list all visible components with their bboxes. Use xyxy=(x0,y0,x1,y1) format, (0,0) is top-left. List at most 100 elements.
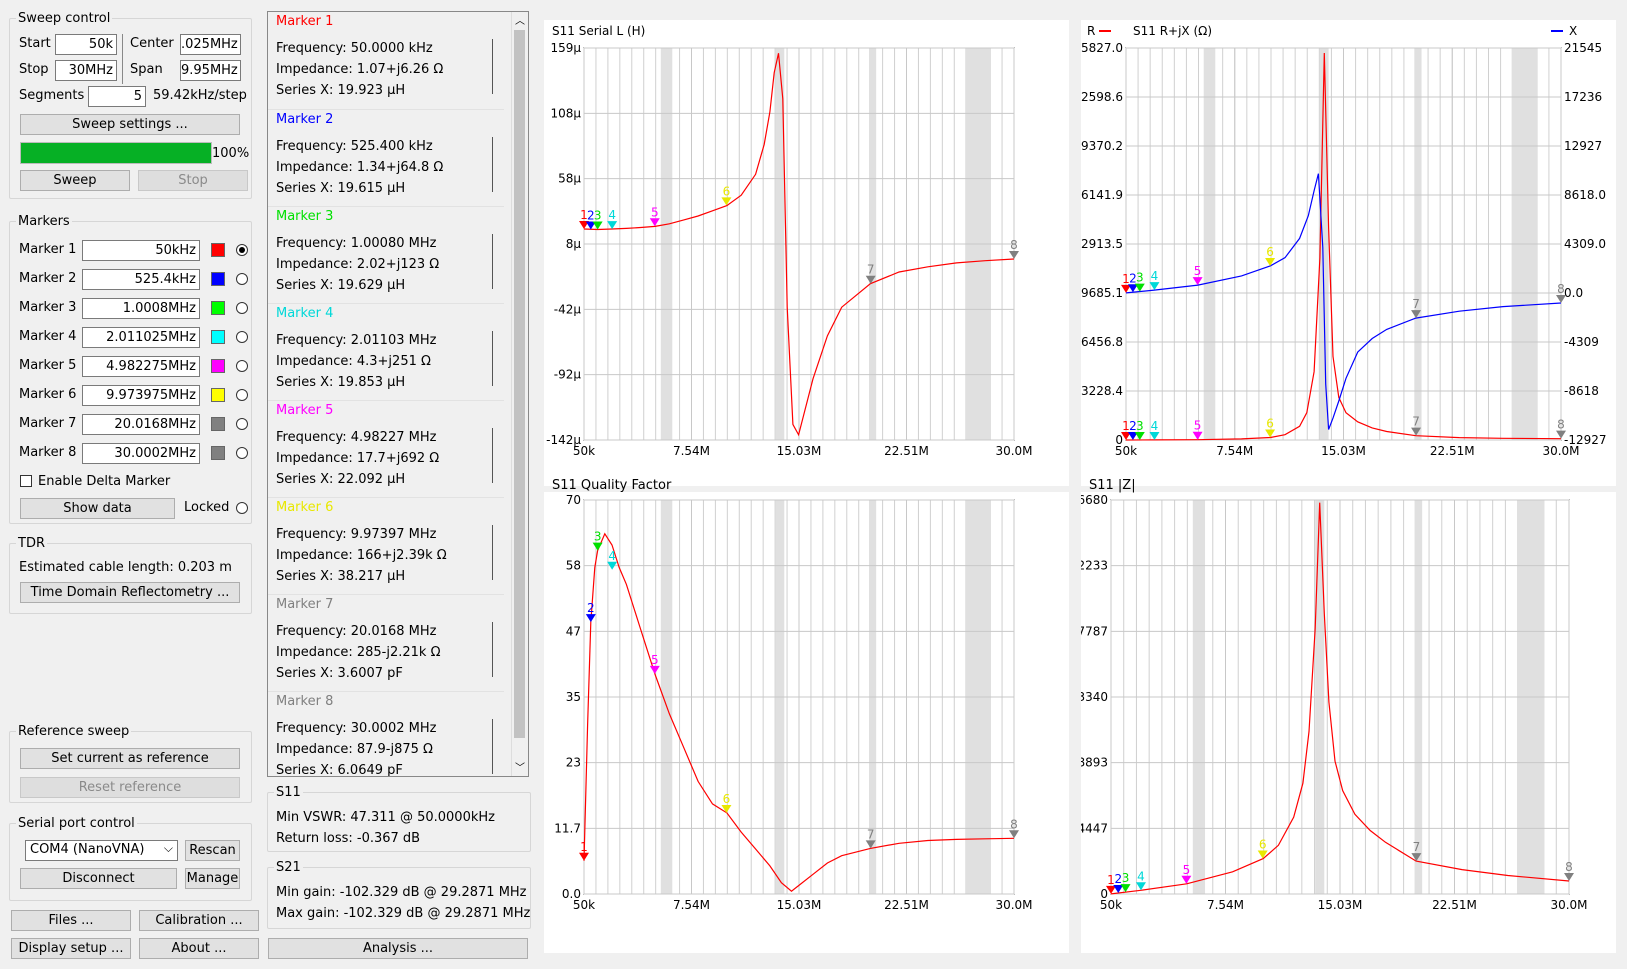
marker-detail-title: Marker 8 xyxy=(276,694,334,709)
port-select[interactable]: COM4 (NanoVNA) ⌵ xyxy=(25,840,178,861)
marker-4 xyxy=(607,561,618,570)
segments-input[interactable]: 5 xyxy=(88,86,146,107)
chart-r-jx[interactable]: S11 R+jX (Ω) 25827.0 22598.6 19370.2 16141.9… xyxy=(1081,20,1616,486)
files-button[interactable]: Files ... xyxy=(11,910,131,931)
marker-detail: Marker 3 Frequency: 1.00080 MHz Impedance:… xyxy=(268,206,504,303)
s11-title: S11 xyxy=(274,785,303,800)
min-vswr-text: Min VSWR: 47.311 @ 50.0000kHz xyxy=(276,810,495,825)
marker-number: 2 xyxy=(1114,872,1122,886)
min-gain-text: Min gain: -102.329 dB @ 29.2871 MHz xyxy=(276,885,527,900)
marker-4 xyxy=(1135,882,1146,891)
scroll-up-icon[interactable]: ︿ xyxy=(515,16,525,27)
span-input[interactable]: 9.95MHz xyxy=(180,60,241,81)
marker-frequency-input[interactable]: 2.011025MHz xyxy=(82,327,200,348)
marker-frequency-input[interactable]: 9.973975MHz xyxy=(82,385,200,406)
marker-frequency-input[interactable]: 20.0168MHz xyxy=(82,414,200,435)
disconnect-button[interactable]: Disconnect xyxy=(20,868,177,889)
marker-color-swatch[interactable] xyxy=(211,301,225,315)
display-setup-button[interactable]: Display setup ... xyxy=(11,938,131,959)
marker-number: 2 xyxy=(1129,271,1137,285)
marker-detail-title: Marker 3 xyxy=(276,209,334,224)
y-tick-label: 6456.8 xyxy=(1081,335,1123,349)
marker-select-radio[interactable] xyxy=(236,418,248,430)
start-input[interactable]: 50k xyxy=(55,34,117,55)
marker-r-2 xyxy=(1127,431,1138,440)
chart-serial-l[interactable]: S11 Serial L (H) 159μ 108μ 58μ 8μ -42μ -92μ -14… xyxy=(544,20,1069,486)
marker-frequency-input[interactable]: 1.0008MHz xyxy=(82,298,200,319)
marker-7 xyxy=(865,840,876,849)
chart-title: S11 |Z| xyxy=(1089,478,1136,493)
marker-5 xyxy=(649,218,660,227)
x-tick-label: 22.51M xyxy=(884,898,929,912)
marker-number: 3 xyxy=(594,209,602,223)
marker-3 xyxy=(592,221,603,230)
stop-button[interactable]: Stop xyxy=(138,170,248,191)
marker-color-swatch[interactable] xyxy=(211,359,225,373)
sweep-button[interactable]: Sweep xyxy=(20,170,130,191)
step-text: 59.42kHz/step xyxy=(153,88,247,103)
marker-color-swatch[interactable] xyxy=(211,417,225,431)
marker-select-radio[interactable] xyxy=(236,331,248,343)
marker-select-radio[interactable] xyxy=(236,389,248,401)
marker-2 xyxy=(1113,885,1124,894)
sweep-progress-bar xyxy=(20,142,212,164)
analysis-button[interactable]: Analysis ... xyxy=(268,938,528,959)
marker-detail: Marker 4 Frequency: 2.01103 MHz Impedance:… xyxy=(268,303,504,400)
enable-delta-label: Enable Delta Marker xyxy=(38,474,171,489)
marker-select-radio[interactable] xyxy=(236,273,248,285)
marker-color-swatch[interactable] xyxy=(211,330,225,344)
marker-detail-title: Marker 1 xyxy=(276,14,334,29)
about-button[interactable]: About ... xyxy=(139,938,259,959)
marker-detail-series: Series X: 6.0649 pF xyxy=(276,763,403,777)
marker-number: 5 xyxy=(1194,419,1202,433)
manage-button[interactable]: Manage xyxy=(185,868,240,889)
marker-select-radio[interactable] xyxy=(236,447,248,459)
calibration-button[interactable]: Calibration ... xyxy=(139,910,259,931)
marker-number: 8 xyxy=(1010,817,1018,831)
enable-delta-checkbox[interactable] xyxy=(20,475,32,487)
marker-3 xyxy=(1120,884,1131,893)
rescan-button[interactable]: Rescan xyxy=(185,840,240,861)
y-tick-label-right: 21545 xyxy=(1564,41,1602,55)
max-gain-text: Max gain: -102.329 dB @ 29.2871 MHz xyxy=(276,906,531,921)
marker-detail: Marker 6 Frequency: 9.97397 MHz Impedance:… xyxy=(268,497,504,594)
marker-detail-title: Marker 4 xyxy=(276,306,334,321)
y-tick-label-right: 12927 xyxy=(1564,139,1602,153)
sweep-settings-button[interactable]: Sweep settings ... xyxy=(20,114,240,135)
scrollbar-thumb[interactable] xyxy=(514,30,525,738)
marker-details-panel[interactable]: Marker 1 Frequency: 50.0000 kHz Impedance:… xyxy=(267,11,529,777)
reset-reference-button[interactable]: Reset reference xyxy=(20,777,240,798)
marker-select-radio[interactable] xyxy=(236,360,248,372)
y-tick-label: 8μ xyxy=(566,237,582,251)
tdr-button[interactable]: Time Domain Reflectometry ... xyxy=(20,582,240,603)
marker-color-swatch[interactable] xyxy=(211,243,225,257)
marker-color-swatch[interactable] xyxy=(211,272,225,286)
x-tick-label: 30.0M xyxy=(995,444,1032,458)
marker-frequency-input[interactable]: 525.4kHz xyxy=(82,269,200,290)
show-data-button[interactable]: Show data xyxy=(20,498,175,519)
marker-select-radio[interactable] xyxy=(236,302,248,314)
marker-frequency-input[interactable]: 4.982275MHz xyxy=(82,356,200,377)
marker-color-swatch[interactable] xyxy=(211,388,225,402)
marker-detail-imp: Impedance: 285-j2.21k Ω xyxy=(276,645,441,660)
stop-input[interactable]: 30MHz xyxy=(55,60,117,81)
marker-select-radio[interactable] xyxy=(236,244,248,256)
marker-number: 8 xyxy=(1010,238,1018,252)
marker-label: Marker 1 xyxy=(19,242,77,257)
marker-color-swatch[interactable] xyxy=(211,446,225,460)
marker-frequency-input[interactable]: 30.0002MHz xyxy=(82,443,200,464)
marker-frequency-input[interactable]: 50kHz xyxy=(82,240,200,261)
center-input[interactable]: .025MHz xyxy=(180,34,241,55)
chart-quality-factor[interactable]: 70 58 47 35 23 11.7 0.0 50k 7.54M 15.03M 22.51M 30.… xyxy=(544,478,1069,953)
scroll-down-icon[interactable]: ﹀ xyxy=(515,763,525,774)
marker-7 xyxy=(1411,853,1422,862)
scrollbar[interactable]: ︿ ﹀ xyxy=(511,12,528,776)
marker-detail-divider xyxy=(492,622,493,677)
marker-number: 6 xyxy=(723,184,731,198)
y-tick-label: -92μ xyxy=(554,368,582,382)
marker-detail-title: Marker 2 xyxy=(276,112,334,127)
y-tick-label: 11.7 xyxy=(554,821,581,835)
set-reference-button[interactable]: Set current as reference xyxy=(20,748,240,769)
locked-radio[interactable] xyxy=(236,502,248,514)
